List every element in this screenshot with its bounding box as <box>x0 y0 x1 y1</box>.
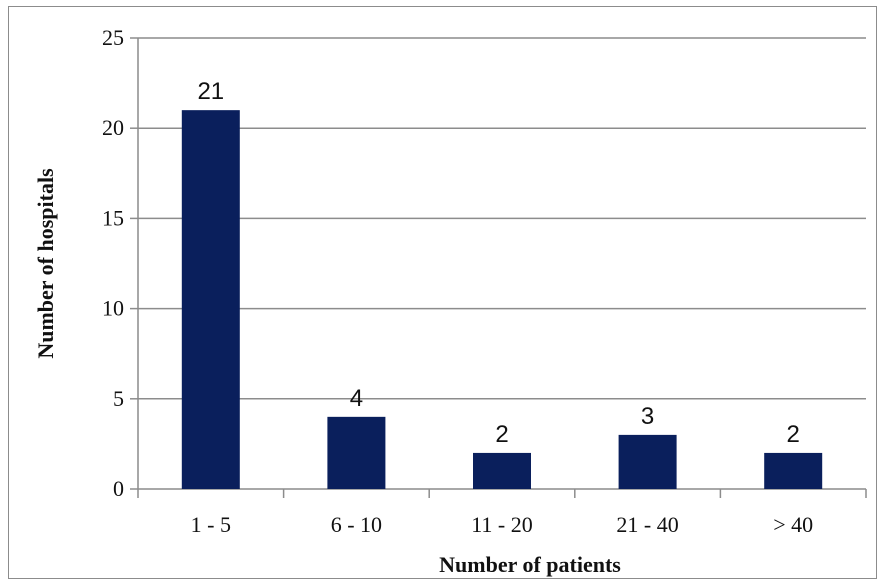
y-tick-label: 15 <box>102 205 124 230</box>
bar <box>764 452 823 489</box>
chart-frame <box>8 6 877 579</box>
y-tick-label: 10 <box>102 296 124 321</box>
x-tick-label: 11 - 20 <box>471 512 533 537</box>
bar <box>473 452 531 489</box>
x-tick-label: > 40 <box>773 512 813 537</box>
x-tick-label: 1 - 5 <box>191 512 231 537</box>
data-label: 2 <box>787 421 800 448</box>
data-label: 4 <box>350 385 363 412</box>
x-tick-labels: 1 - 5 6 - 10 11 - 20 21 - 40 > 40 <box>191 512 814 537</box>
y-tick-labels: 0 5 10 15 20 25 <box>102 25 124 501</box>
x-tick-label: 21 - 40 <box>616 512 678 537</box>
x-tick-label: 6 - 10 <box>331 512 382 537</box>
data-label: 2 <box>495 421 508 448</box>
bar <box>327 416 386 489</box>
y-tick-label: 20 <box>102 115 124 140</box>
bars <box>181 110 823 489</box>
x-axis-title: Number of patients <box>439 552 621 577</box>
gridlines <box>138 37 866 400</box>
data-label: 3 <box>641 403 654 430</box>
bar <box>181 110 240 489</box>
data-labels: 21 4 2 3 2 <box>197 78 799 448</box>
y-axis-title: Number of hospitals <box>33 168 58 359</box>
bar <box>618 434 677 489</box>
data-label: 21 <box>197 78 224 105</box>
y-tick-label: 5 <box>113 386 124 411</box>
y-tick-label: 25 <box>102 25 124 50</box>
y-tick-label: 0 <box>113 476 124 501</box>
